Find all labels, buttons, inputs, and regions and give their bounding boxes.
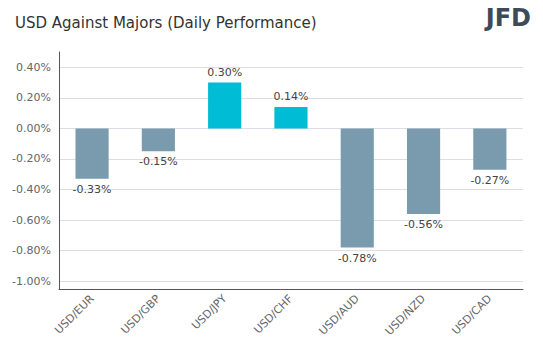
svg-text:0.40%: 0.40% [16, 61, 51, 74]
svg-text:USD/NZD: USD/NZD [383, 292, 429, 338]
svg-text:-0.80%: -0.80% [12, 244, 51, 257]
svg-text:USD/GBP: USD/GBP [119, 292, 164, 337]
svg-text:USD Against Majors (Daily Perf: USD Against Majors (Daily Performance) [15, 14, 317, 32]
svg-text:-0.60%: -0.60% [12, 214, 51, 227]
svg-text:-0.40%: -0.40% [12, 183, 51, 196]
svg-text:USD/EUR: USD/EUR [52, 292, 97, 337]
svg-text:0.20%: 0.20% [16, 91, 51, 104]
svg-text:-0.56%: -0.56% [404, 218, 443, 231]
svg-text:-0.20%: -0.20% [12, 152, 51, 165]
svg-text:JFD: JFD [484, 4, 531, 32]
svg-text:USD/JPY: USD/JPY [189, 292, 229, 332]
svg-text:-0.33%: -0.33% [73, 183, 112, 196]
svg-text:USD/AUD: USD/AUD [316, 292, 361, 337]
svg-text:-0.15%: -0.15% [139, 155, 178, 168]
svg-text:-1.00%: -1.00% [12, 275, 51, 288]
svg-text:0.14%: 0.14% [273, 90, 308, 103]
svg-text:0.30%: 0.30% [207, 66, 242, 79]
svg-text:USD/CAD: USD/CAD [449, 292, 494, 337]
svg-text:0.00%: 0.00% [16, 122, 51, 135]
svg-text:-0.78%: -0.78% [338, 252, 377, 265]
svg-text:USD/CHF: USD/CHF [251, 292, 295, 336]
svg-text:-0.27%: -0.27% [470, 174, 509, 187]
